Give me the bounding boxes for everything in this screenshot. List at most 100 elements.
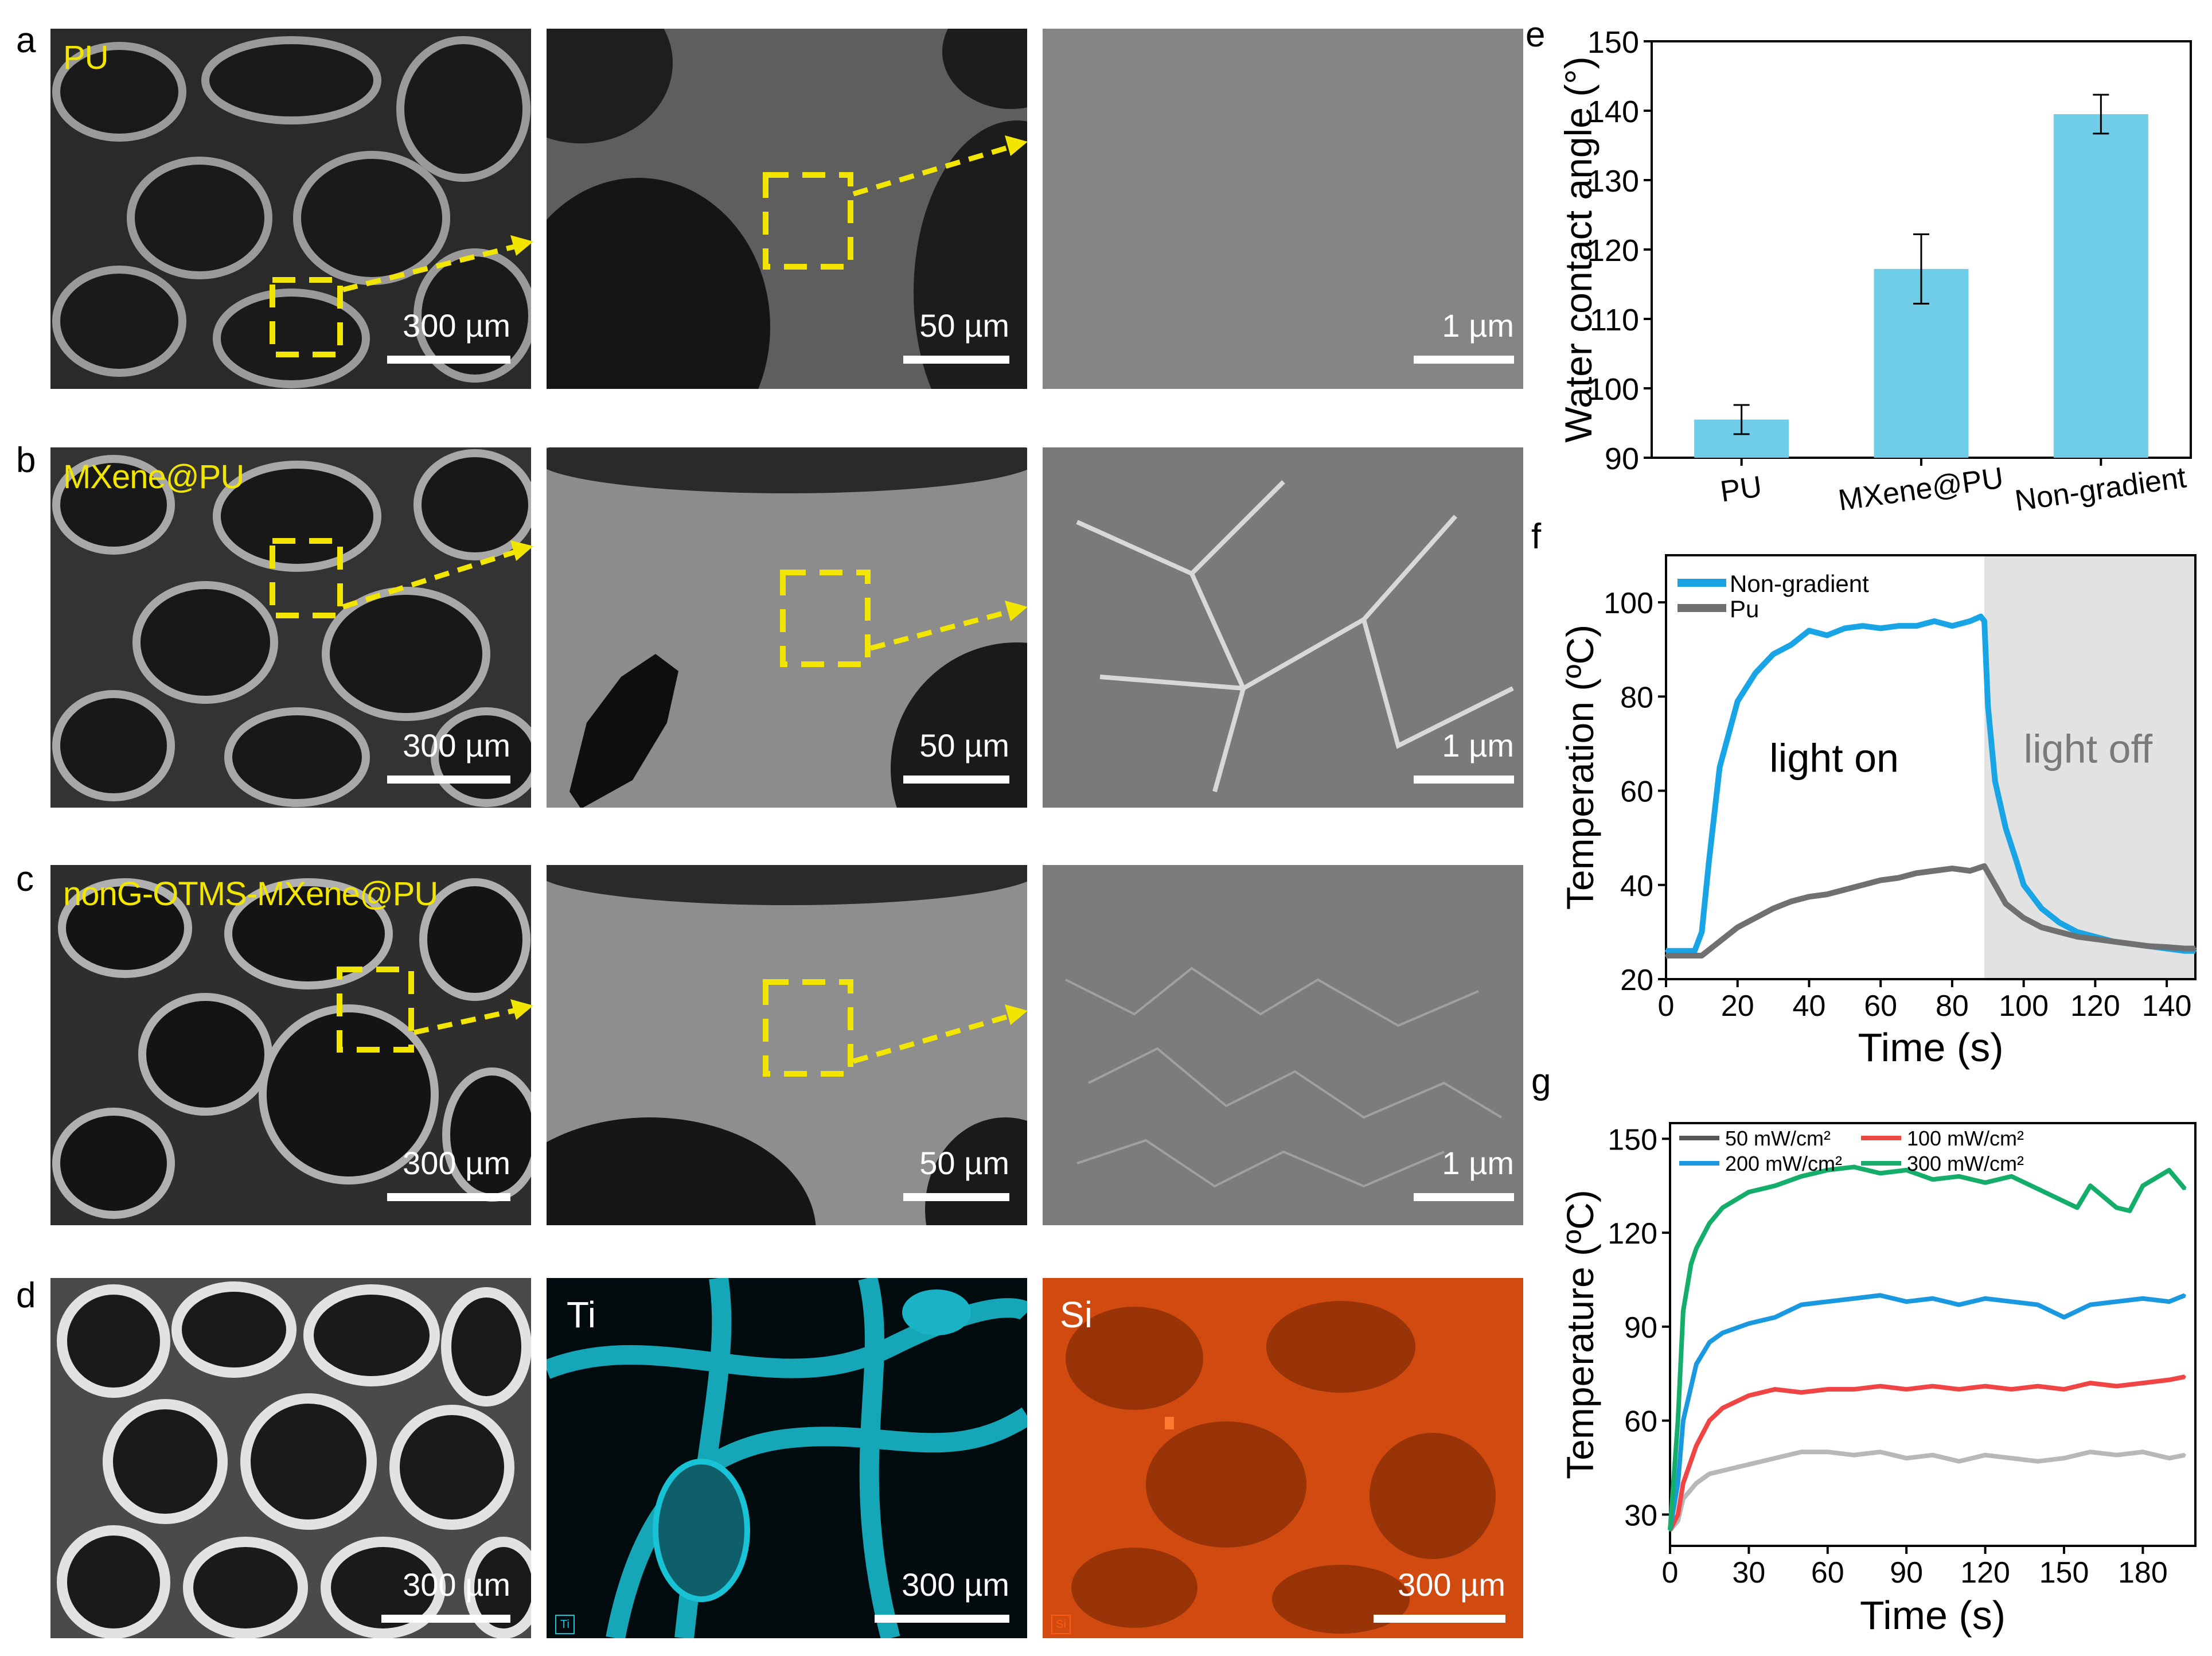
y-tick-label-g-1: 60 xyxy=(1624,1405,1657,1439)
point-g-3-14 xyxy=(1932,1178,1934,1181)
point-f-1-5 xyxy=(1754,917,1757,919)
point-f-1-20 xyxy=(2004,902,2007,905)
point-g-1-8 xyxy=(1800,1391,1803,1394)
point-g-1-7 xyxy=(1774,1388,1777,1391)
y-tick-label-f-1: 40 xyxy=(1620,870,1653,903)
y-tick-label-f-2: 60 xyxy=(1620,776,1653,809)
point-g-3-3 xyxy=(1690,1263,1692,1265)
point-g-1-9 xyxy=(1826,1388,1829,1391)
scale-bar-d3 xyxy=(1374,1615,1505,1623)
point-f-1-11 xyxy=(1862,883,1864,886)
y-tick-label-g-3: 120 xyxy=(1608,1217,1657,1250)
point-g-0-5 xyxy=(1721,1469,1724,1472)
point-g-3-24 xyxy=(2141,1184,2144,1187)
point-g-2-4 xyxy=(1708,1341,1711,1344)
point-g-0-17 xyxy=(2037,1460,2039,1463)
scale-label-a2: 50 µm xyxy=(919,307,1009,344)
point-f-1-10 xyxy=(1843,888,1846,891)
point-f-0-22 xyxy=(1987,704,1989,707)
scale-bar-b2 xyxy=(903,776,1009,784)
x-tick-label-f-1: 20 xyxy=(1721,989,1754,1023)
point-g-1-18 xyxy=(2063,1388,2065,1391)
point-f-1-29 xyxy=(2166,946,2168,949)
point-g-2-20 xyxy=(2115,1300,2118,1303)
map-label-si: Si xyxy=(1060,1294,1093,1335)
scale-bar-a3 xyxy=(1414,356,1514,364)
point-g-2-2 xyxy=(1682,1419,1684,1422)
point-g-1-13 xyxy=(1932,1385,1934,1388)
point-f-1-21 xyxy=(2022,917,2025,919)
scale-bar-d2 xyxy=(875,1615,1009,1623)
point-g-0-22 xyxy=(2168,1457,2171,1460)
x-axis-label-g: Time (s) xyxy=(1860,1593,2006,1638)
scale-bar-c3 xyxy=(1414,1193,1514,1201)
map-label-ti: Ti xyxy=(567,1294,596,1335)
point-f-0-10 xyxy=(1808,629,1811,632)
scale-label-c1: 300 µm xyxy=(403,1145,510,1181)
point-g-2-15 xyxy=(1984,1297,1987,1300)
point-f-1-13 xyxy=(1897,876,1900,879)
point-g-1-21 xyxy=(2141,1382,2144,1385)
point-g-1-6 xyxy=(1747,1394,1750,1397)
point-g-3-15 xyxy=(1957,1175,1960,1178)
scale-bar-a1 xyxy=(387,356,510,364)
y-tick-label-e-2: 110 xyxy=(1590,303,1639,337)
point-f-0-23 xyxy=(1993,780,1996,783)
point-f-1-7 xyxy=(1790,900,1793,903)
point-g-2-3 xyxy=(1695,1363,1698,1366)
scale-label-a3: 1 µm xyxy=(1442,307,1514,344)
point-f-1-12 xyxy=(1879,879,1882,882)
point-f-1-23 xyxy=(2058,930,2061,933)
point-f-0-29 xyxy=(2076,930,2079,933)
point-f-0-8 xyxy=(1772,653,1775,656)
point-g-2-23 xyxy=(2183,1294,2186,1297)
scale-bar-c1 xyxy=(387,1193,510,1201)
point-f-1-15 xyxy=(1933,870,1936,872)
point-f-0-3 xyxy=(1700,930,1703,933)
point-g-1-4 xyxy=(1708,1419,1711,1422)
scale-bar-d1 xyxy=(381,1615,510,1623)
point-f-0-19 xyxy=(1969,619,1972,622)
series-line-g-1 xyxy=(1668,1374,2186,1532)
point-g-1-12 xyxy=(1905,1388,1908,1391)
point-g-2-12 xyxy=(1905,1300,1908,1303)
point-f-1-18 xyxy=(1983,864,1986,867)
y-tick-label-e-5: 140 xyxy=(1587,95,1639,129)
y-tick-label-e-3: 120 xyxy=(1587,233,1639,268)
point-f-0-24 xyxy=(2004,827,2007,830)
legend-label-f-1: Pu xyxy=(1730,595,1759,622)
point-g-0-19 xyxy=(2089,1451,2092,1454)
point-g-0-14 xyxy=(1957,1460,1960,1463)
legend-label-g-0: 50 mW/cm² xyxy=(1725,1127,1831,1150)
point-g-0-21 xyxy=(2141,1451,2144,1454)
point-g-2-16 xyxy=(2010,1300,2013,1303)
point-g-3-9 xyxy=(1800,1175,1803,1178)
eds-map-si xyxy=(1043,1278,1523,1638)
point-g-3-21 xyxy=(2089,1184,2092,1187)
point-g-1-2 xyxy=(1682,1482,1684,1484)
sem-pu-mid-mag xyxy=(547,29,1027,389)
sample-label-mxene: MXene@PU xyxy=(63,458,244,496)
point-f-0-1 xyxy=(1683,949,1686,952)
point-g-2-9 xyxy=(1826,1300,1829,1303)
point-g-1-22 xyxy=(2168,1378,2171,1381)
point-g-3-10 xyxy=(1826,1168,1829,1171)
point-g-3-11 xyxy=(1852,1166,1855,1168)
sem-mxene-high-mag xyxy=(1043,447,1523,808)
x-tick-label-f-0: 0 xyxy=(1658,989,1675,1023)
point-f-0-14 xyxy=(1879,627,1882,630)
point-g-3-25 xyxy=(2168,1168,2171,1171)
map-tag-si: Si xyxy=(1051,1615,1071,1634)
legend-label-g-2: 200 mW/cm² xyxy=(1725,1152,1842,1175)
y-axis-label-e: Water contact angle (°) xyxy=(1557,56,1599,442)
point-f-0-4 xyxy=(1707,860,1710,863)
y-tick-label-f-3: 80 xyxy=(1620,681,1653,714)
point-g-2-13 xyxy=(1932,1297,1934,1300)
point-f-0-2 xyxy=(1693,949,1696,952)
point-g-2-18 xyxy=(2063,1316,2065,1319)
x-axis-label-f: Time (s) xyxy=(1858,1025,2003,1070)
point-g-3-4 xyxy=(1695,1247,1698,1250)
point-g-3-17 xyxy=(2010,1175,2013,1178)
point-g-0-8 xyxy=(1800,1451,1803,1454)
point-f-1-0 xyxy=(1665,954,1667,957)
